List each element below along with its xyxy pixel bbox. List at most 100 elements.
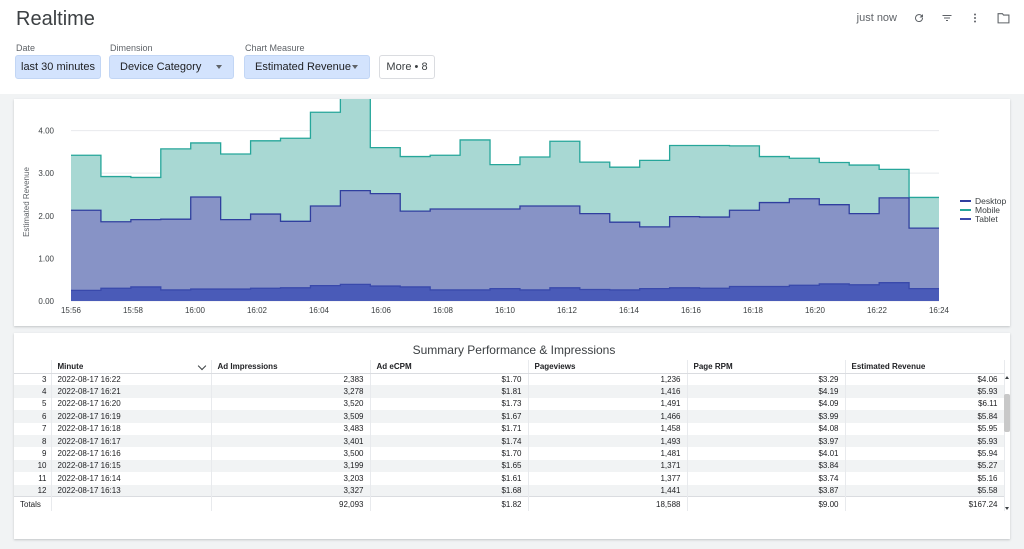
row-index: 7 [14, 422, 52, 435]
table-title: Summary Performance & Impressions [412, 343, 616, 357]
column-header-index [14, 360, 52, 374]
estimated-revenue-cell: $5.84 [845, 410, 1005, 423]
more-filters-button[interactable]: More • 8 [379, 55, 435, 79]
ad-impressions-cell: 3,327 [211, 484, 371, 497]
ad-ecpm-cell: $1.73 [370, 397, 529, 411]
legend-label: Desktop [975, 195, 1007, 206]
filter-icon[interactable] [941, 12, 953, 24]
pageviews-cell: 1,371 [528, 459, 688, 473]
page-rpm-cell: $3.84 [687, 459, 846, 473]
scroll-up-icon[interactable] [1005, 376, 1009, 379]
column-header-ad-impressions[interactable]: Ad Impressions [211, 360, 371, 374]
x-tick-label: 16:18 [743, 306, 764, 315]
minute-cell: 2022-08-17 16:16 [51, 447, 212, 460]
table-scrollbar[interactable] [1004, 374, 1010, 512]
header: Realtime just now [0, 0, 1024, 36]
row-index: 8 [14, 434, 52, 448]
column-header-estimated-revenue[interactable]: Estimated Revenue [845, 360, 1005, 374]
column-header-page-rpm[interactable]: Page RPM [687, 360, 846, 374]
estimated-revenue-cell: $4.06 [845, 373, 1005, 386]
line-desktop[interactable] [71, 189, 939, 229]
y-tick-label: 4.00 [38, 127, 54, 136]
column-header-ad-ecpm[interactable]: Ad eCPM [370, 360, 529, 374]
chart-measure-select[interactable]: Estimated Revenue [244, 55, 370, 79]
y-tick-label: 3.00 [38, 169, 54, 178]
pageviews-cell: 1,458 [528, 422, 688, 435]
ad-impressions-cell: 3,203 [211, 472, 371, 485]
table-row[interactable]: 10 2022-08-17 16:15 3,199 $1.65 1,371 $3.84 $5… [14, 459, 1005, 473]
scrollbar-thumb[interactable] [1004, 394, 1010, 432]
table-row[interactable]: 7 2022-08-17 16:18 3,483 $1.71 1,458 $4.08 $5.… [14, 422, 1005, 435]
header-actions: just now [857, 12, 1010, 24]
x-tick-label: 16:22 [867, 306, 888, 315]
totals-cell [51, 496, 212, 511]
minute-cell: 2022-08-17 16:18 [51, 422, 212, 435]
totals-cell: 18,588 [528, 496, 688, 511]
ad-impressions-cell: 3,401 [211, 434, 371, 448]
filter-bar: Date last 30 minutes Dimension Device Ca… [0, 36, 1024, 94]
row-index: 3 [14, 373, 52, 386]
chevron-down-icon [216, 65, 222, 69]
estimated-revenue-cell: $5.93 [845, 385, 1005, 398]
page-rpm-cell: $4.09 [687, 397, 846, 411]
revenue-chart: Estimated Revenue 0.00 1.00 2.00 3.00 4.00 15… [22, 99, 950, 315]
ad-ecpm-cell: $1.67 [370, 410, 529, 423]
chevron-down-icon [352, 65, 358, 69]
estimated-revenue-cell: $5.94 [845, 447, 1005, 460]
estimated-revenue-cell: $5.58 [845, 484, 1005, 497]
date-range-chip[interactable]: last 30 minutes [15, 55, 101, 79]
page-rpm-cell: $3.87 [687, 484, 846, 497]
more-vert-icon[interactable] [969, 12, 981, 24]
ad-ecpm-cell: $1.70 [370, 447, 529, 460]
totals-row: Totals 92,093 $1.82 18,588 $9.00 $167.24 [14, 496, 1005, 511]
legend-item-tablet[interactable]: Tablet [960, 214, 1006, 224]
row-index: 12 [14, 484, 52, 497]
totals-cell: 92,093 [211, 496, 371, 511]
estimated-revenue-cell: $5.16 [845, 472, 1005, 485]
table-row[interactable]: 12 2022-08-17 16:13 3,327 $1.68 1,441 $3.87 $5… [14, 484, 1005, 497]
column-header-minute[interactable]: Minute [51, 360, 212, 374]
minute-cell: 2022-08-17 16:14 [51, 472, 212, 485]
area-desktop [71, 190, 939, 301]
page-rpm-cell: $4.01 [687, 447, 846, 460]
x-tick-label: 16:00 [185, 306, 206, 315]
summary-table: Minute Ad Impressions Ad eCPM Pageviews … [14, 360, 1005, 511]
column-header-pageviews[interactable]: Pageviews [528, 360, 688, 374]
row-index: 4 [14, 385, 52, 398]
totals-cell: $9.00 [687, 496, 846, 511]
line-tablet[interactable] [71, 282, 939, 291]
table-row[interactable]: 9 2022-08-17 16:16 3,500 $1.70 1,481 $4.01 $5.… [14, 447, 1005, 460]
ad-impressions-cell: 3,278 [211, 385, 371, 398]
pageviews-cell: 1,493 [528, 434, 688, 448]
ad-ecpm-cell: $1.70 [370, 373, 529, 386]
row-index: 9 [14, 447, 52, 460]
legend-swatch [960, 199, 971, 202]
scroll-down-icon[interactable] [1005, 507, 1009, 510]
ad-impressions-cell: 3,199 [211, 459, 371, 473]
ad-impressions-cell: 2,383 [211, 373, 371, 386]
area-tablet [71, 282, 939, 301]
minute-cell: 2022-08-17 16:17 [51, 434, 212, 448]
row-index: 11 [14, 472, 52, 485]
line-mobile[interactable] [71, 99, 939, 199]
y-tick-label: 2.00 [38, 212, 54, 221]
y-tick-label: 1.00 [38, 254, 54, 263]
row-index: 5 [14, 397, 52, 411]
table-row[interactable]: 4 2022-08-17 16:21 3,278 $1.81 1,416 $4.19 $5.… [14, 385, 1005, 398]
ad-ecpm-cell: $1.68 [370, 484, 529, 497]
x-tick-label: 16:20 [805, 306, 826, 315]
date-label: Date [16, 43, 36, 53]
x-tick-label: 16:04 [309, 306, 330, 315]
pageviews-cell: 1,466 [528, 410, 688, 423]
table-row[interactable]: 6 2022-08-17 16:19 3,509 $1.67 1,466 $3.99 $5.… [14, 410, 1005, 423]
legend-item-mobile[interactable]: Mobile [960, 205, 1006, 215]
minute-cell: 2022-08-17 16:13 [51, 484, 212, 497]
table-row[interactable]: 8 2022-08-17 16:17 3,401 $1.74 1,493 $3.97 $5.… [14, 434, 1005, 448]
table-row[interactable]: 3 2022-08-17 16:22 2,383 $1.70 1,236 $3.29 $4.… [14, 373, 1005, 386]
table-row[interactable]: 5 2022-08-17 16:20 3,520 $1.73 1,491 $4.09 $6.… [14, 397, 1005, 411]
legend-item-desktop[interactable]: Desktop [960, 195, 1007, 206]
table-row[interactable]: 11 2022-08-17 16:14 3,203 $1.61 1,377 $3.74 $5… [14, 472, 1005, 485]
dimension-select[interactable]: Device Category [109, 55, 234, 79]
refresh-icon[interactable] [913, 12, 925, 24]
folder-icon[interactable] [997, 12, 1010, 24]
